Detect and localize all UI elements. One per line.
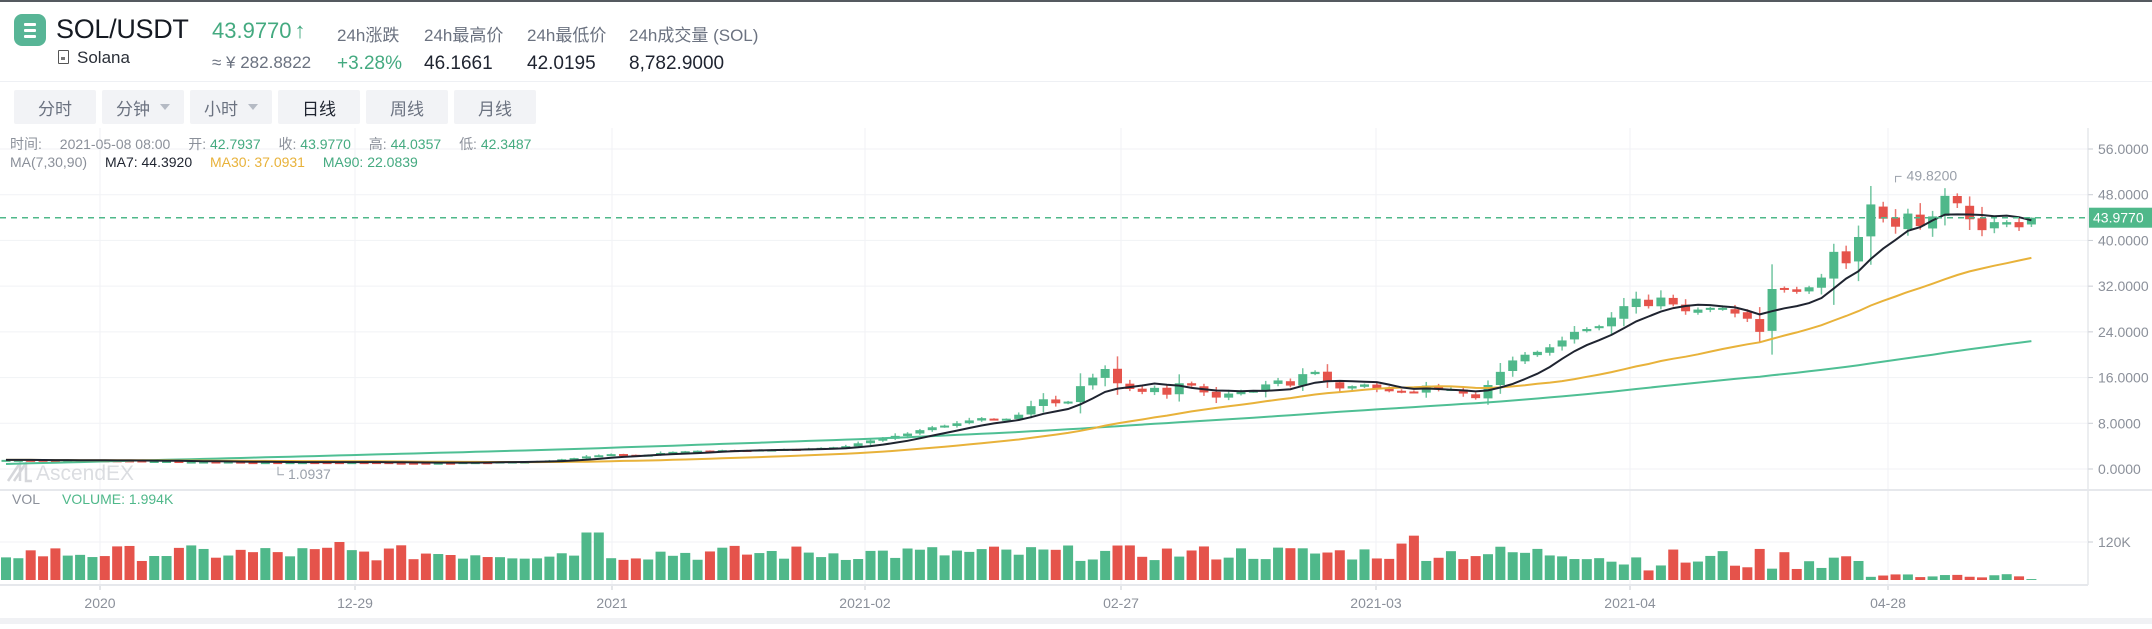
tab-hour[interactable]: 小时: [190, 90, 272, 124]
ma-label: MA(7,30,90): [10, 154, 88, 170]
pair-title: SOL/USDT: [56, 14, 189, 44]
y-axis-tick: 16.0000: [2098, 370, 2149, 386]
time-value: 2021-05-08 08:00: [59, 136, 171, 152]
low-24h-label: 24h最低价: [527, 26, 607, 45]
chevron-down-icon: [248, 104, 258, 110]
up-arrow-icon: ↑: [294, 18, 306, 43]
cny-price: ≈ ¥ 282.8822: [212, 53, 312, 72]
tab-daily[interactable]: 日线: [278, 90, 360, 124]
svg-text:AscendEX: AscendEX: [36, 462, 134, 485]
svg-text:120K: 120K: [2098, 534, 2131, 550]
page-footer-strip: [0, 618, 2152, 624]
ma30-value: MA30: 37.0931: [210, 154, 305, 170]
close-label: 收:: [278, 136, 297, 152]
tab-label: 分时: [38, 99, 72, 119]
close-value: 43.9770: [300, 136, 351, 152]
low-value: 42.3487: [480, 136, 532, 152]
svg-text:VOLUME: 1.994K: VOLUME: 1.994K: [62, 491, 174, 507]
chevron-down-icon: [160, 104, 170, 110]
y-axis-tick: 40.0000: [2098, 232, 2149, 248]
x-axis-tick: 2021-03: [1350, 595, 1402, 611]
ohlc-info-bar: 时间: 2021-05-08 08:00 开: 42.7937 收: 43.97…: [10, 134, 545, 154]
y-axis-tick: 56.0000: [2098, 141, 2149, 157]
last-price-value: 43.9770: [212, 18, 292, 43]
asset-name-label: Solana: [77, 48, 130, 67]
volume-24h-value: 8,782.9000: [629, 53, 725, 74]
y-axis-tick: 48.0000: [2098, 187, 2149, 203]
svg-text:VOL: VOL: [12, 491, 40, 507]
x-axis-tick: 04-28: [1870, 595, 1906, 611]
market-header: SOL/USDT Solana 43.9770 ↑ ≈ ¥ 282.8822 24…: [0, 2, 2152, 82]
document-icon: [58, 50, 69, 64]
x-axis-tick: 2021-02: [839, 595, 891, 611]
y-axis-tick: 24.0000: [2098, 324, 2149, 340]
tab-label: 日线: [302, 99, 336, 119]
high-value: 44.0357: [390, 136, 442, 152]
high-24h-value: 46.1661: [424, 53, 493, 74]
window-top-border: [0, 0, 2152, 2]
ma-info-bar: MA(7,30,90) MA7: 44.3920 MA30: 37.0931 M…: [10, 154, 432, 170]
interval-tabs: 分时 分钟 小时 日线 周线 月线: [14, 90, 536, 124]
svg-text:1.0937: 1.0937: [288, 466, 331, 482]
open-value: 42.7937: [210, 136, 261, 152]
tab-label: 月线: [478, 99, 512, 119]
x-axis-tick: 12-29: [337, 595, 373, 611]
tab-label: 周线: [390, 99, 424, 119]
x-axis-tick: 2021-04: [1604, 595, 1656, 611]
x-axis-tick: 2020: [84, 595, 115, 611]
svg-text:49.8200: 49.8200: [1907, 167, 1958, 183]
ma7-value: MA7: 44.3920: [104, 154, 193, 170]
kline-chart-canvas[interactable]: 56.0000 48.0000 40.0000 32.0000 24.0000 16.00…: [0, 128, 2152, 624]
x-axis-tick: 2021: [596, 595, 627, 611]
y-axis-tick: 32.0000: [2098, 278, 2149, 294]
low-24h-value: 42.0195: [527, 53, 596, 74]
volume-24h-label: 24h成交量 (SOL): [629, 26, 759, 45]
y-axis-tick: 0.0000: [2098, 461, 2141, 477]
high-label: 高:: [368, 136, 387, 152]
ma90-value: MA90: 22.0839: [322, 154, 418, 170]
low-label: 低:: [459, 136, 477, 152]
last-price: 43.9770 ↑: [212, 18, 306, 44]
solana-logo-icon: [14, 14, 46, 46]
y-axis-tick: 8.0000: [2098, 415, 2141, 431]
tab-minute[interactable]: 分钟: [102, 90, 184, 124]
kline-chart[interactable]: 56.0000 48.0000 40.0000 32.0000 24.0000 16.00…: [0, 128, 2152, 624]
tab-timeshare[interactable]: 分时: [14, 90, 96, 124]
svg-text:43.9770: 43.9770: [2093, 210, 2144, 226]
tab-weekly[interactable]: 周线: [366, 90, 448, 124]
time-label: 时间:: [10, 136, 42, 152]
high-24h-label: 24h最高价: [424, 26, 504, 45]
tab-label: 分钟: [116, 99, 150, 119]
x-axis-tick: 02-27: [1103, 595, 1139, 611]
tab-monthly[interactable]: 月线: [454, 90, 536, 124]
open-label: 开:: [188, 136, 207, 152]
change-24h-label: 24h涨跌: [337, 26, 400, 45]
asset-name[interactable]: Solana: [58, 48, 130, 68]
tab-label: 小时: [204, 99, 238, 119]
change-24h-value: +3.28%: [337, 53, 402, 74]
